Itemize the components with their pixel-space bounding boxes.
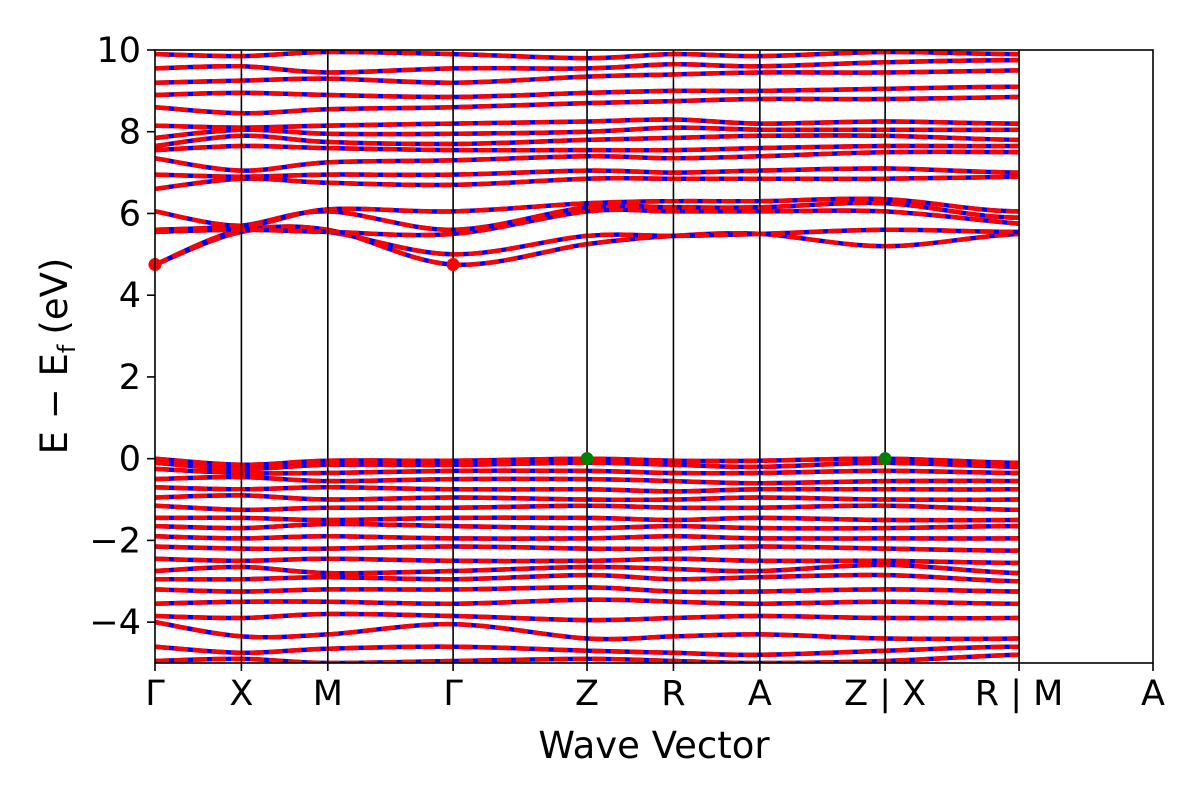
x-tick-label: A: [1141, 674, 1165, 714]
valence-band-15-spin-up: [155, 585, 1020, 595]
conduction-band-3-spin-up: [155, 207, 1020, 238]
x-tick-label: A: [748, 674, 772, 714]
x-tick-label: R | M: [975, 674, 1064, 714]
y-tick-label: 10: [96, 31, 141, 71]
x-tick-label: Z | X: [844, 674, 926, 714]
x-tick-label: R: [661, 674, 685, 714]
y-axis-label-main: E − E: [33, 353, 76, 454]
extrema-markers: [148, 258, 892, 466]
valence-band-20-spin-up: [155, 652, 1020, 663]
svg-text:E − Ef(eV): E − Ef (eV): [33, 258, 81, 455]
conduction-band-8-spin-up: [155, 149, 1020, 173]
valence-band-12-spin-up: [155, 556, 1020, 566]
y-axis-label-unit: (eV): [33, 258, 76, 335]
cbm-marker: [446, 258, 460, 272]
valence-band-16-spin-up: [155, 597, 1020, 607]
valence-band-13-spin-up: [155, 562, 1020, 576]
conduction-band-13-spin-up: [155, 94, 1020, 116]
vbm-marker: [878, 452, 892, 466]
y-tick-label: −2: [89, 521, 141, 561]
valence-band-19-spin-up: [155, 644, 1020, 658]
valence-band-5-spin-up: [155, 485, 1020, 494]
y-tick-label: −4: [89, 603, 141, 643]
conduction-band-10-spin-up: [155, 133, 1020, 149]
y-tick-label: 6: [119, 194, 141, 234]
conduction-band-17-spin-up: [155, 50, 1020, 61]
y-tick-label: 4: [119, 276, 141, 316]
valence-band-1-spin-up: [155, 456, 1020, 468]
x-tick-label: Z: [575, 674, 599, 714]
valence-band-17-spin-up: [155, 611, 1020, 623]
conduction-band-7-spin-up: [155, 166, 1020, 179]
valence-band-14-spin-up: [155, 572, 1020, 584]
x-tick-label: Γ: [145, 674, 165, 714]
valence-band-7-spin-up: [155, 503, 1020, 513]
valence-band-18-spin-up: [155, 619, 1020, 642]
valence-band-4-spin-up: [155, 474, 1020, 486]
valence-band-6-spin-up: [155, 493, 1020, 503]
valence-band-2-spin-up: [155, 460, 1020, 472]
y-tick-label: 2: [119, 358, 141, 398]
valence-band-11-spin-up: [155, 544, 1020, 553]
plot-frame: [154, 49, 1154, 664]
valence-band-9-spin-up: [155, 521, 1020, 531]
y-axis-label-subscript: f: [53, 344, 81, 353]
x-axis-label: Wave Vector: [538, 724, 770, 767]
y-tick-label: 8: [119, 113, 141, 153]
conduction-band-15-spin-up: [155, 68, 1020, 85]
conduction-band-12-spin-up: [155, 117, 1020, 130]
conduction-band-16-spin-up: [155, 57, 1020, 75]
x-tick-label: Γ: [443, 674, 463, 714]
x-tick-label: X: [229, 674, 253, 714]
conduction-band-9-spin-up: [155, 143, 1020, 153]
conduction-band-14-spin-up: [155, 84, 1020, 100]
conduction-band-5-spin-up: [155, 196, 1020, 228]
y-axis-ticks: 10 8 6 4 2 0 −2 −4: [89, 31, 155, 643]
y-tick-label: 0: [119, 440, 141, 480]
kpoint-separators: [240, 50, 1020, 663]
valence-band-3-spin-up: [155, 466, 1020, 476]
conduction-band-6-spin-up: [155, 174, 1020, 192]
y-axis-label: E − Ef (eV): [33, 258, 81, 455]
conduction-band-11-spin-up: [155, 125, 1020, 141]
valence-band-10-spin-up: [155, 534, 1020, 541]
x-tick-label: M: [313, 674, 343, 714]
valence-band-8-spin-up: [155, 515, 1020, 523]
vbm-marker: [580, 452, 594, 466]
x-axis-ticks: Γ X M Γ Z R A Z | X R | M A: [145, 663, 1165, 714]
